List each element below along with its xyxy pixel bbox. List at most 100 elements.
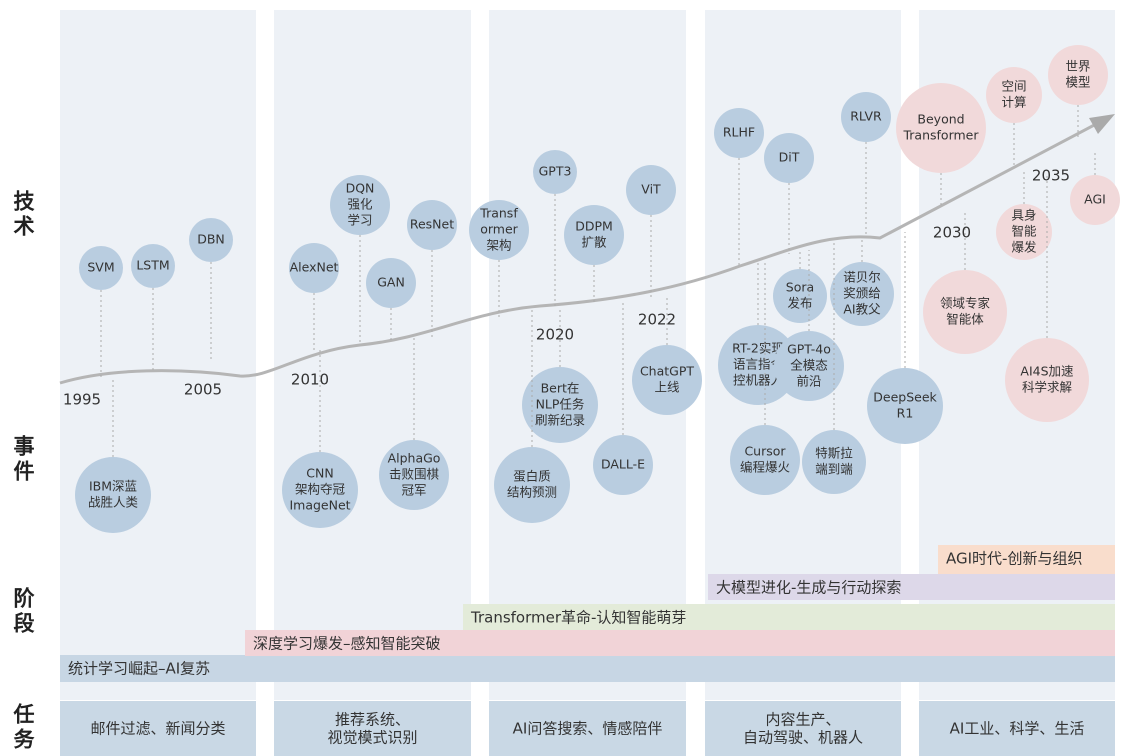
- task-box: [919, 701, 1115, 756]
- year-label: 2022: [638, 311, 676, 329]
- node-circle: [282, 452, 358, 528]
- node: LSTM: [131, 244, 175, 288]
- label-line: Cursor: [744, 444, 786, 459]
- label-line: 计算: [1001, 95, 1026, 110]
- label-line: 具身: [1011, 208, 1036, 223]
- task-box: [274, 701, 471, 756]
- label-line: CNN: [306, 466, 333, 481]
- stage-bar: [708, 574, 1115, 600]
- label-line: 编程爆火: [740, 460, 791, 475]
- label-line: 模型: [1065, 75, 1090, 90]
- label-line: 自动驾驶、机器人: [743, 729, 863, 747]
- label-line: 刷新纪录: [535, 413, 585, 428]
- label-line: IBM深蓝: [89, 479, 137, 494]
- node-circle: [1048, 45, 1108, 105]
- stage-label: AGI时代-创新与组织: [946, 550, 1082, 568]
- label-line: 蛋白质: [513, 469, 551, 484]
- node-circle: [494, 447, 570, 523]
- node: GAN: [366, 258, 416, 308]
- label-line: NLP任务: [536, 397, 585, 412]
- label-line: AlphaGo: [388, 451, 441, 466]
- label-line: Transformer: [902, 128, 979, 143]
- node-circle: [131, 244, 175, 288]
- label-line: 结构预测: [507, 485, 557, 500]
- node-circle: [626, 165, 676, 215]
- task-box: [705, 701, 901, 756]
- label-line: RT-2实现: [732, 341, 784, 356]
- label-line: GPT3: [539, 164, 572, 179]
- year-label: 2010: [291, 371, 329, 389]
- stage-label: 深度学习爆发–感知智能突破: [253, 635, 441, 653]
- label-line: AI工业、科学、生活: [950, 720, 1085, 738]
- label-line: 内容生产、: [765, 711, 840, 729]
- year-label: 2020: [536, 326, 574, 344]
- label-line: ormer: [480, 222, 518, 237]
- label-line: DQN: [346, 181, 375, 196]
- label-line: 击败围棋: [389, 467, 440, 482]
- node: SVM: [79, 246, 123, 290]
- node-circle: [830, 262, 894, 326]
- node: RLVR: [841, 92, 891, 142]
- label-line: 空间: [1001, 79, 1026, 94]
- side-label: 阶段: [11, 586, 35, 637]
- node-circle: [996, 204, 1052, 260]
- label-line: 视觉模式识别: [327, 729, 417, 747]
- label-line: DBN: [197, 232, 225, 247]
- year-label: 2005: [184, 381, 222, 399]
- node-circle: [1070, 175, 1120, 225]
- label-line: 科学求解: [1022, 380, 1072, 395]
- node-circle: [366, 258, 416, 308]
- node: GPT3: [533, 150, 577, 194]
- label-line: 前沿: [796, 374, 821, 389]
- node: RLHF: [714, 108, 764, 158]
- label-line: 战胜人类: [88, 495, 139, 510]
- node-circle: [986, 67, 1042, 123]
- label-line: 架构夺冠: [295, 482, 346, 497]
- label-line: DiT: [779, 150, 800, 165]
- label-line: 扩散: [581, 235, 607, 250]
- node: AlexNet: [289, 243, 339, 293]
- node-circle: [79, 246, 123, 290]
- node-circle: [923, 270, 1007, 354]
- arrow-head: [1089, 114, 1115, 134]
- label-line: AGI: [1084, 192, 1106, 207]
- label-line: 全模态: [790, 358, 828, 373]
- node-circle: [867, 368, 943, 444]
- stage-label: 大模型进化-生成与行动探索: [716, 579, 901, 597]
- label-line: 架构: [486, 238, 511, 253]
- node-circle: [407, 200, 457, 250]
- label-line: Beyond: [917, 112, 964, 127]
- label-line: 智能: [1011, 224, 1037, 239]
- node-circle: [1005, 338, 1089, 422]
- node: ViT: [626, 165, 676, 215]
- node-circle: [379, 440, 449, 510]
- year-label: 2035: [1032, 167, 1070, 185]
- label-line: 语言指令: [733, 357, 784, 372]
- label-line: GPT-4o: [787, 342, 831, 357]
- node-circle: [564, 205, 624, 265]
- stage-bar: [463, 604, 1115, 630]
- node: ResNet: [407, 200, 457, 250]
- stage-label: Transformer革命-认知智能萌芽: [470, 609, 686, 627]
- node-circle: [593, 435, 653, 495]
- label-line: 冠军: [401, 483, 426, 498]
- label-line: ViT: [641, 182, 661, 197]
- side-label: 事件: [11, 434, 35, 485]
- label-line: 学习: [347, 213, 372, 228]
- node: AGI: [1070, 175, 1120, 225]
